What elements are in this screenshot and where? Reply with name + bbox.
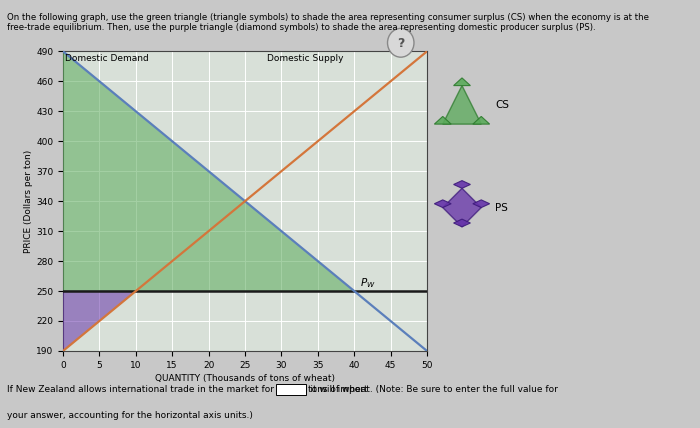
Circle shape (388, 28, 414, 57)
Text: Domestic Demand: Domestic Demand (65, 54, 149, 63)
Text: Domestic Supply: Domestic Supply (267, 54, 343, 63)
Text: CS: CS (496, 100, 510, 110)
Polygon shape (63, 51, 354, 291)
Text: tons of wheat. (Note: Be sure to enter the full value for: tons of wheat. (Note: Be sure to enter t… (308, 385, 558, 394)
Text: PS: PS (496, 202, 508, 213)
Y-axis label: PRICE (Dollars per ton): PRICE (Dollars per ton) (25, 149, 34, 253)
X-axis label: QUANTITY (Thousands of tons of wheat): QUANTITY (Thousands of tons of wheat) (155, 374, 335, 383)
Text: ?: ? (397, 37, 405, 50)
Text: If New Zealand allows international trade in the market for wheat, it will impor: If New Zealand allows international trad… (7, 385, 368, 394)
Text: your answer, accounting for the horizontal axis units.): your answer, accounting for the horizont… (7, 411, 253, 420)
Text: $P_W$: $P_W$ (360, 276, 376, 290)
Text: On the following graph, use the green triangle (triangle symbols) to shade the a: On the following graph, use the green tr… (7, 13, 649, 32)
Polygon shape (63, 291, 136, 351)
